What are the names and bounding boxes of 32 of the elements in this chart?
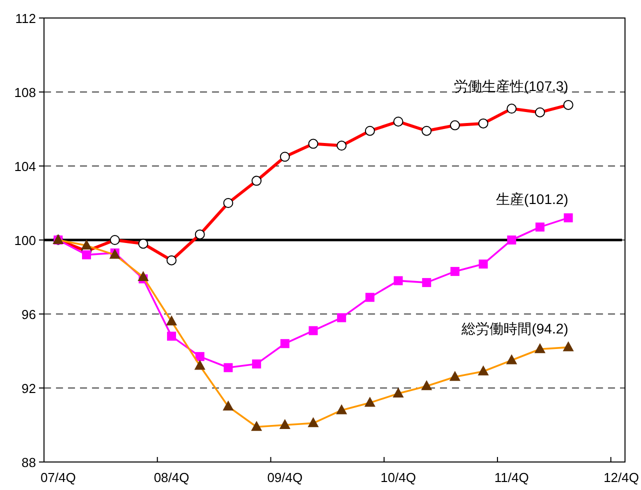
x-tick-label: 07/4Q: [40, 470, 76, 485]
point: [507, 236, 516, 244]
annotation: 労働生産性(107.3): [454, 78, 568, 94]
y-tick-label: 92: [22, 381, 36, 396]
point: [167, 332, 176, 341]
annotation: 生産(101.2): [496, 190, 568, 207]
y-tick-label: 104: [14, 159, 36, 174]
y-tick-label: 108: [14, 85, 36, 100]
x-tick-label: 10/4Q: [380, 470, 416, 485]
y-tick-label: 96: [22, 307, 36, 322]
point: [308, 326, 318, 336]
y-tick-label: 100: [14, 233, 36, 248]
point: [422, 278, 432, 288]
point: [82, 250, 92, 260]
point: [252, 359, 262, 368]
point: [450, 266, 460, 276]
x-tick-label: 08/4Q: [154, 470, 190, 485]
point: [535, 222, 544, 232]
y-tick-label: 112: [15, 11, 36, 26]
x-tick-label: 11/4Q: [494, 470, 529, 485]
y-tick-label: 88: [22, 455, 36, 470]
x-tick-label: 12/4Q: [604, 470, 639, 485]
point: [280, 339, 290, 348]
point: [224, 363, 233, 372]
point: [195, 352, 204, 362]
point: [337, 313, 346, 322]
x-tick-label: 09/4Q: [267, 470, 303, 485]
point: [564, 213, 573, 222]
annotation: 総労働時間(94.2): [460, 320, 568, 336]
point: [365, 292, 374, 302]
point: [478, 260, 488, 269]
point: [394, 276, 403, 286]
